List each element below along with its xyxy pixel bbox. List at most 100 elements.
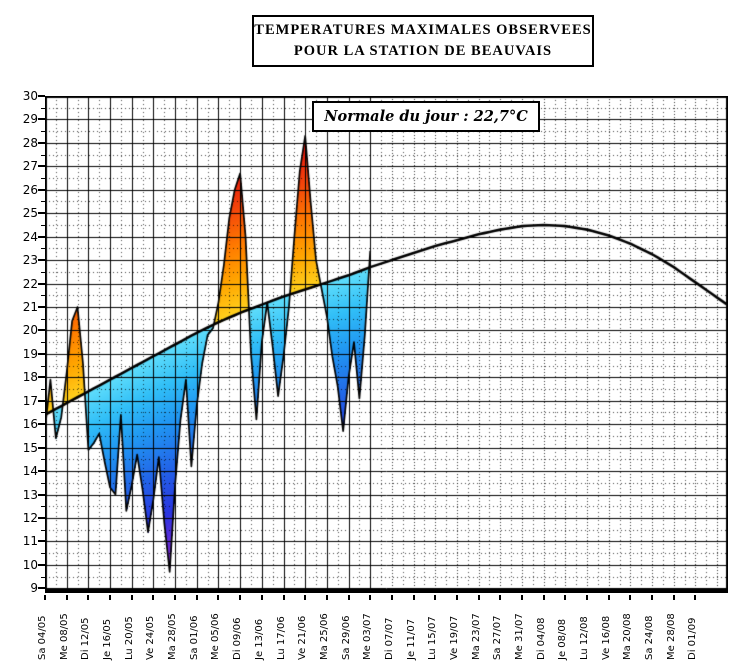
x-axis-label: Ve 19/07 [448,615,460,660]
x-axis-label: Di 01/09 [687,617,699,660]
x-axis-tick [325,595,328,600]
x-axis-tick [260,595,263,600]
y-axis-minor-tick [41,530,45,531]
temperature-chart-canvas [45,96,728,593]
x-axis-label: Di 09/06 [232,617,244,660]
x-axis-tick [694,595,697,600]
x-axis-label: Sa 27/07 [492,615,504,660]
x-axis-tick [412,595,415,600]
y-axis-label: 13 [22,487,38,502]
y-axis-label: 12 [22,510,38,525]
y-axis-tick [38,517,45,519]
y-axis-minor-tick [41,506,45,507]
x-axis-label: Je 16/05 [102,618,114,660]
y-axis-minor-tick [41,483,45,484]
y-axis-minor-tick [41,295,45,296]
y-axis-minor-tick [41,412,45,413]
normal-of-day-annotation-box: Normale du jour : 22,7°C [312,101,540,132]
y-axis-minor-tick [41,155,45,156]
x-axis-label: Ve 16/08 [600,615,612,660]
y-axis-tick [38,165,45,167]
x-axis-label: Ve 21/06 [297,615,309,660]
y-axis-minor-tick [41,553,45,554]
y-axis-label: 29 [22,112,38,127]
x-axis-label: Me 03/07 [362,613,374,660]
x-axis-tick [521,595,524,600]
x-axis-label: Sa 01/06 [188,615,200,660]
x-axis-tick [629,595,632,600]
x-axis-tick [477,595,480,600]
y-axis-tick [38,142,45,144]
x-axis-tick [455,595,458,600]
x-axis-tick [607,595,610,600]
x-axis-label: Sa 04/05 [37,615,48,660]
chart-title-line1: TEMPERATURES MAXIMALES OBSERVEES [254,22,592,38]
y-axis-tick [38,118,45,120]
x-axis-tick [65,595,68,600]
y-axis-minor-tick [41,178,45,179]
y-axis-label: 14 [22,464,38,479]
y-axis-tick [38,400,45,402]
y-axis-tick [38,329,45,331]
x-axis-tick [499,595,502,600]
y-axis-label: 11 [22,534,38,549]
y-axis-label: 28 [22,135,38,150]
x-axis-label: Ma 20/08 [622,613,634,660]
y-axis-minor-tick [41,436,45,437]
y-axis-tick [38,259,45,261]
y-axis-tick [38,587,45,589]
x-axis-label: Sa 29/06 [340,615,352,660]
x-axis-tick [239,595,242,600]
x-axis-tick [174,595,177,600]
x-axis-tick [282,595,285,600]
x-axis-tick [564,595,567,600]
x-axis-tick [347,595,350,600]
x-axis-label: Ve 24/05 [145,615,157,660]
y-axis-label: 19 [22,346,38,361]
y-axis-label: 17 [22,393,38,408]
y-axis-tick [38,470,45,472]
y-axis-minor-tick [41,131,45,132]
y-axis-tick [38,376,45,378]
y-axis-label: 16 [22,417,38,432]
y-axis-minor-tick [41,225,45,226]
y-axis-label: 22 [22,276,38,291]
x-axis-tick [586,595,589,600]
x-axis-label: Me 08/05 [58,613,70,660]
y-axis-tick [38,494,45,496]
y-axis-minor-tick [41,201,45,202]
x-axis-tick [369,595,372,600]
y-axis-tick [38,447,45,449]
x-axis-tick [542,595,545,600]
y-axis-label: 24 [22,229,38,244]
x-axis-label: Ma 23/07 [470,613,482,660]
x-axis-tick [304,595,307,600]
x-axis-label: Je 13/06 [253,618,265,660]
x-axis-tick [195,595,198,600]
x-axis-label: Sa 24/08 [644,615,656,660]
y-axis-tick [38,236,45,238]
y-axis-tick [38,95,45,97]
y-axis-minor-tick [41,577,45,578]
y-axis-tick [38,283,45,285]
y-axis-label: 30 [22,89,38,103]
x-axis-label: Di 12/05 [80,617,92,660]
x-axis-tick [109,595,112,600]
x-axis-label: Di 07/07 [383,617,395,660]
x-axis-tick [44,595,46,600]
x-axis-tick [130,595,133,600]
x-axis-label: Ma 28/05 [167,613,179,660]
y-axis-label: 20 [22,323,38,338]
y-axis-tick [38,306,45,308]
y-axis-tick [38,353,45,355]
x-axis-label: Di 04/08 [535,617,547,660]
x-axis-label: Je 08/08 [557,618,569,660]
y-axis-label: 18 [22,370,38,385]
y-axis-minor-tick [41,272,45,273]
y-axis-label: 10 [22,557,38,572]
x-axis-label: Lu 17/06 [275,616,287,660]
y-axis-label: 27 [22,159,38,174]
x-axis-tick [217,595,220,600]
x-axis-tick [651,595,654,600]
x-axis-tick [390,595,393,600]
